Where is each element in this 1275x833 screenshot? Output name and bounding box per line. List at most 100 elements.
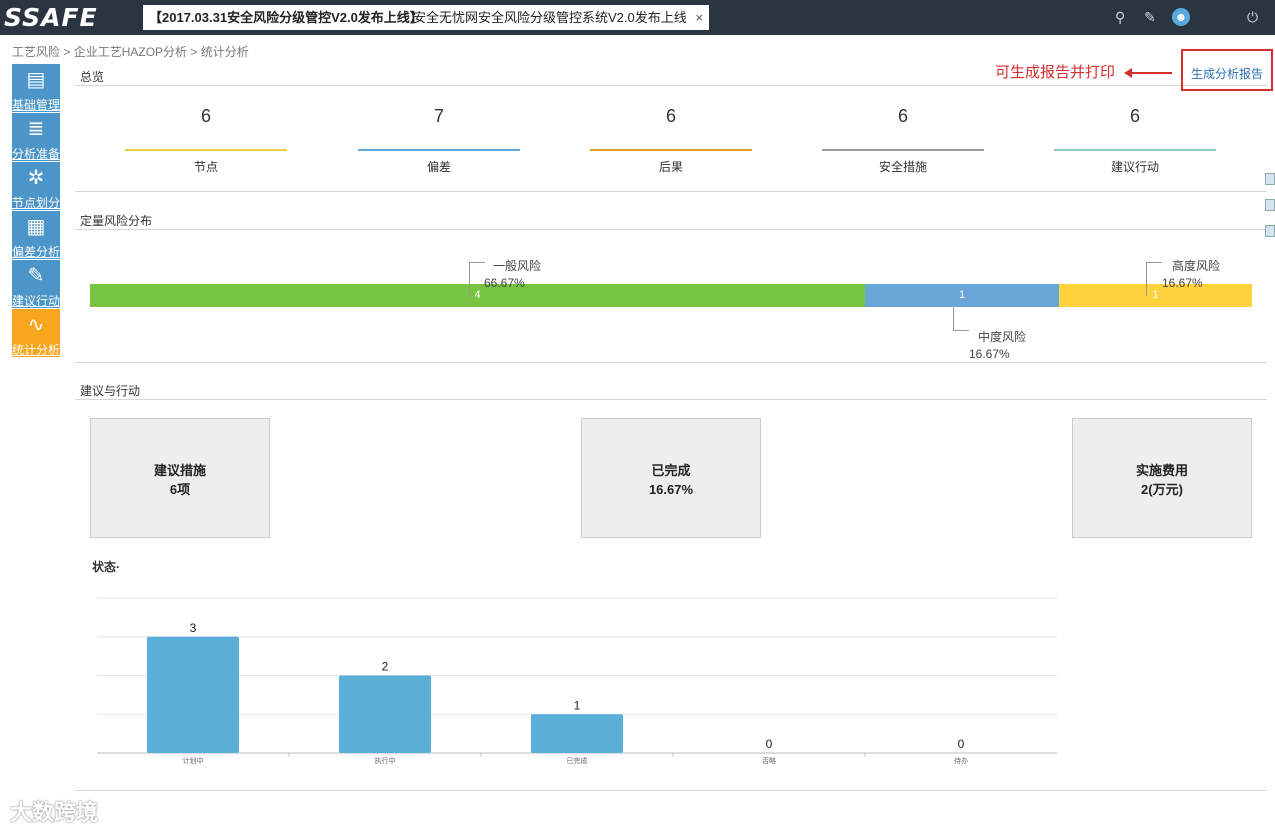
breadcrumb-item[interactable]: 工艺风险	[12, 45, 61, 59]
bar-value-label: 0	[766, 737, 773, 751]
overview-label: 后果	[658, 160, 683, 174]
edit-icon: ✎	[27, 265, 45, 287]
overview-panel: 6 节点 7 偏差 6 后果 6 安全措施 6 建议行动	[90, 103, 1252, 175]
risk-label-high-name: 高度风险	[1172, 259, 1221, 273]
report-annotation: 可生成报告并打印	[995, 64, 1116, 81]
bar-计划中[interactable]	[147, 636, 239, 753]
announcement-tab[interactable]: 【2017.03.31安全风险分级管控V2.0发布上线】 安全无忧网安全风险分级…	[143, 5, 709, 30]
risk-segment-medium[interactable]: 1	[865, 284, 1059, 307]
section-title-overview: 总览	[80, 70, 105, 84]
sidebar-item-label: 基础管理	[11, 98, 60, 112]
divider	[75, 191, 1267, 192]
overview-label: 安全措施	[878, 160, 927, 174]
overview-deviations: 7 偏差	[323, 103, 555, 175]
overview-value: 6	[200, 106, 211, 126]
divider	[75, 85, 1267, 86]
overview-underline	[358, 149, 520, 151]
breadcrumb: 工艺风险 > 企业工艺HAZOP分析 > 统计分析	[12, 43, 249, 60]
overview-underline	[590, 149, 752, 151]
risk-distribution-bar: 4 1 1	[90, 284, 1252, 307]
sidebar-item-label: 偏差分析	[11, 245, 60, 259]
watermark: 大数跨境	[10, 800, 99, 825]
overview-safety-measures: 6 安全措施	[787, 103, 1019, 175]
bar-value-label: 0	[958, 737, 965, 751]
summary-box-suggestions: 建议措施 6项	[90, 418, 270, 538]
sidebar-item-label: 节点划分	[11, 196, 60, 210]
leader-line	[1146, 262, 1162, 296]
user-icon[interactable]: ☻	[1172, 8, 1190, 26]
section-title-risk: 定量风险分布	[80, 214, 153, 228]
side-tool-icon[interactable]	[1265, 199, 1275, 211]
risk-label-medium-percent: 16.67%	[969, 347, 1010, 361]
bar-已完成[interactable]	[531, 714, 623, 753]
overview-underline	[822, 149, 984, 151]
overview-label: 建议行动	[1110, 160, 1159, 174]
bar-value-label: 1	[574, 698, 581, 712]
bar-执行中[interactable]	[339, 675, 431, 754]
summary-box-value: 6项	[169, 482, 191, 497]
announcement-title: 【2017.03.31安全风险分级管控V2.0发布上线】	[149, 10, 423, 25]
breadcrumb-current: 统计分析	[200, 45, 249, 59]
annotation-arrow	[1124, 68, 1172, 78]
overview-underline	[1054, 149, 1216, 151]
sidebar-item-label: 分析准备	[11, 147, 60, 161]
status-chart-title: 状态·	[92, 560, 120, 574]
side-tool-icon[interactable]	[1265, 173, 1275, 185]
leader-line	[953, 307, 969, 331]
sidebar-item-deviation-analysis[interactable]: ▦ 偏差分析	[12, 211, 60, 259]
divider	[75, 790, 1267, 791]
x-tick-label: 执行中	[375, 756, 396, 765]
summary-box-cost: 实施费用 2(万元)	[1072, 418, 1252, 538]
risk-segment-high[interactable]: 1	[1059, 284, 1252, 307]
overview-value: 6	[1129, 106, 1140, 126]
sidebar-item-label: 建议行动	[11, 294, 60, 308]
bar-value-label: 3	[190, 621, 197, 635]
overview-nodes: 6 节点	[90, 103, 322, 175]
risk-label-high-percent: 16.67%	[1162, 276, 1203, 290]
overview-suggested-actions: 6 建议行动	[1019, 103, 1251, 175]
risk-label-medium-name: 中度风险	[978, 330, 1027, 344]
announcement-text: 安全无忧网安全风险分级管控系统V2.0发布上线	[413, 10, 687, 25]
overview-label: 节点	[193, 160, 218, 174]
nodes-icon: ✲	[27, 167, 45, 189]
folder-icon: ▤	[26, 69, 46, 91]
close-icon[interactable]: ×	[695, 10, 703, 25]
divider	[75, 229, 1267, 230]
leader-line	[469, 262, 485, 297]
sidebar: ▤ 基础管理 ≣ 分析准备 ✲ 节点划分 ▦ 偏差分析 ✎ 建议行动 ∿ 统计分…	[12, 64, 60, 358]
line-chart-icon: ∿	[27, 314, 45, 336]
edit-icon[interactable]: ✎	[1144, 9, 1156, 25]
risk-label-general-percent: 66.67%	[484, 276, 525, 290]
summary-box-completed: 已完成 16.67%	[581, 418, 761, 538]
power-icon[interactable]: ⏻	[1247, 9, 1259, 25]
sidebar-item-node-division[interactable]: ✲ 节点划分	[12, 162, 60, 210]
search-icon[interactable]: ⚲	[1115, 9, 1126, 25]
breadcrumb-item[interactable]: 企业工艺HAZOP分析	[73, 45, 188, 59]
overview-value: 7	[433, 106, 444, 126]
divider	[75, 399, 1267, 400]
side-tool-icon[interactable]	[1265, 225, 1275, 237]
risk-label-general-name: 一般风险	[493, 259, 542, 273]
sidebar-item-statistics[interactable]: ∿ 统计分析	[12, 309, 60, 357]
sidebar-item-label: 统计分析	[11, 343, 60, 357]
overview-consequences: 6 后果	[555, 103, 787, 175]
section-title-actions: 建议与行动	[80, 384, 141, 398]
logo: SSAFE	[4, 3, 98, 32]
sidebar-item-suggested-actions[interactable]: ✎ 建议行动	[12, 260, 60, 308]
risk-segment-general[interactable]: 4	[90, 284, 865, 307]
generate-report-link[interactable]: 生成分析报告	[1181, 49, 1273, 91]
x-tick-label: 待办	[954, 756, 968, 765]
bar-value-label: 2	[382, 660, 389, 674]
summary-box-label: 实施费用	[1135, 463, 1188, 478]
sidebar-item-basic-management[interactable]: ▤ 基础管理	[12, 64, 60, 112]
breadcrumb-separator: >	[63, 45, 71, 59]
x-tick-label: 计划中	[183, 756, 204, 765]
top-bar: SSAFE 【2017.03.31安全风险分级管控V2.0发布上线】 安全无忧网…	[0, 0, 1275, 35]
summary-box-label: 已完成	[651, 463, 691, 478]
summary-box-label: 建议措施	[153, 463, 206, 478]
sidebar-item-analysis-prep[interactable]: ≣ 分析准备	[12, 113, 60, 161]
status-bar-chart: 3 计划中 2 执行中 1 已完成 0 否略 0 待办	[97, 597, 1057, 765]
overview-value: 6	[665, 106, 676, 126]
summary-box-value: 16.67%	[648, 482, 694, 497]
x-tick-label: 否略	[762, 756, 776, 765]
